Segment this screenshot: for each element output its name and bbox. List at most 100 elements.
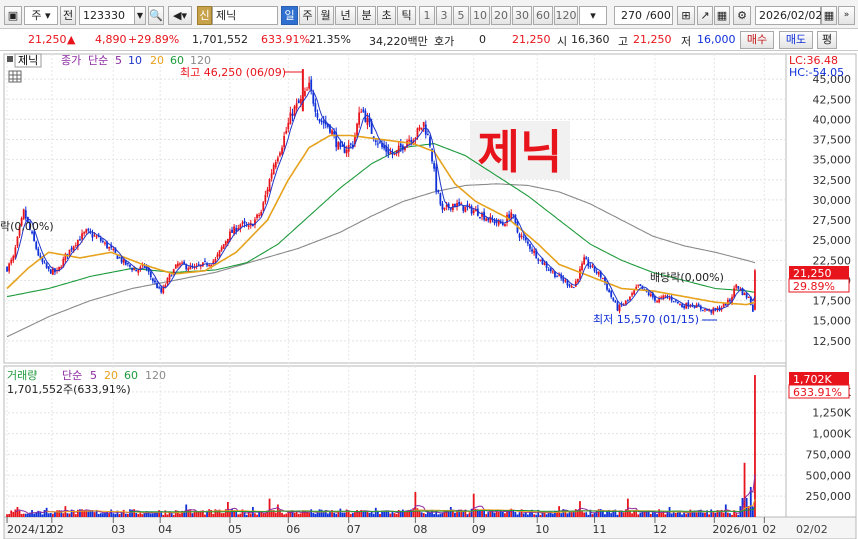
- candle-body: [170, 275, 173, 277]
- volume-bar: [108, 513, 111, 517]
- candle-body: [487, 217, 490, 221]
- period-day-button[interactable]: 일: [281, 6, 298, 25]
- code-dropdown-icon[interactable]: ▼: [134, 6, 146, 25]
- volume-bar: [537, 509, 540, 517]
- candle-body: [68, 249, 71, 255]
- legend-ma10: 10: [128, 54, 142, 67]
- volume-bar: [304, 511, 306, 517]
- toolbar: ▣ 주 ▾ 전 123330 ▼ 🔍 ◀▾ 신 제닉 일 주 월 년 분 초 틱…: [0, 0, 858, 29]
- candle-body: [406, 140, 408, 148]
- volume-bar: [20, 513, 23, 517]
- period-tick-button[interactable]: 틱: [397, 6, 416, 25]
- interval-30-button[interactable]: 30: [512, 6, 532, 25]
- candle-body: [114, 247, 117, 253]
- interval-60-button[interactable]: 60: [533, 6, 553, 25]
- candle-body: [431, 148, 433, 162]
- volume-bar: [454, 512, 456, 517]
- buy-button[interactable]: 매수: [740, 31, 774, 49]
- search-icon[interactable]: 🔍: [148, 6, 164, 25]
- settings-gear-icon[interactable]: ⚙: [733, 6, 751, 25]
- candle-body: [716, 307, 719, 310]
- volume-bar: [245, 514, 248, 517]
- interval-1-button[interactable]: 1: [419, 6, 435, 25]
- volume-bar: [41, 514, 44, 517]
- period-minute-button[interactable]: 분: [357, 6, 376, 25]
- period-second-button[interactable]: 초: [377, 6, 396, 25]
- candle-body: [235, 227, 238, 232]
- table-icon[interactable]: [8, 70, 22, 83]
- price-y-tick-label: 25,000: [813, 234, 852, 247]
- candle-body: [441, 203, 444, 210]
- date-input[interactable]: 2026/02/02: [755, 6, 822, 25]
- prefix-button[interactable]: 전: [60, 6, 76, 25]
- candle-body: [681, 304, 683, 308]
- candle-body: [449, 207, 452, 210]
- candle-body: [370, 121, 373, 134]
- volume-bar: [270, 510, 273, 517]
- volume-bar: [272, 510, 275, 517]
- legend-name-box[interactable]: [14, 53, 42, 68]
- market-type-select[interactable]: 주 ▾: [24, 6, 58, 25]
- speaker-icon[interactable]: ◀▾: [168, 6, 192, 25]
- candle-body: [104, 242, 106, 244]
- candle-body: [174, 264, 177, 269]
- candle-body: [356, 123, 358, 138]
- volume-bar: [216, 510, 219, 517]
- grid-icon[interactable]: ▦: [714, 6, 730, 25]
- candle-body: [220, 247, 223, 251]
- candle-body: [62, 258, 65, 268]
- candle-body: [181, 262, 183, 264]
- interval-5-button[interactable]: 5: [453, 6, 469, 25]
- x-tick-label: 2024/12: [7, 523, 53, 536]
- interval-custom-input[interactable]: ▾: [579, 6, 607, 25]
- sell-button[interactable]: 매도: [779, 31, 813, 49]
- period-month-button[interactable]: 월: [317, 6, 334, 25]
- candle-body: [729, 299, 731, 302]
- calendar-icon[interactable]: ▦: [821, 6, 837, 25]
- interval-120-button[interactable]: 120: [554, 6, 578, 25]
- volume-bar: [381, 510, 383, 517]
- chart-menu-icon[interactable]: ▣: [4, 6, 22, 25]
- volume-bar: [743, 462, 746, 517]
- candle-body: [287, 122, 290, 130]
- candle-body: [283, 135, 286, 148]
- candle-body: [212, 261, 215, 264]
- candle-body: [426, 134, 429, 136]
- candle-body: [81, 233, 83, 240]
- period-year-button[interactable]: 년: [335, 6, 356, 25]
- volume-bar: [229, 511, 231, 517]
- volume-y-tick-label: 1,250K: [812, 407, 851, 420]
- interval-10-button[interactable]: 10: [470, 6, 490, 25]
- volume-bar: [747, 506, 750, 517]
- count-input[interactable]: 270: [614, 6, 646, 25]
- volume-bar: [339, 508, 342, 517]
- volume-bar: [570, 510, 573, 517]
- binoculars-icon[interactable]: ⊞: [677, 6, 695, 25]
- interval-3-button[interactable]: 3: [436, 6, 452, 25]
- volume-bar: [654, 512, 656, 517]
- candle-body: [83, 232, 86, 234]
- candle-body: [683, 305, 686, 308]
- candle-body: [33, 231, 36, 242]
- period-week-button[interactable]: 주: [299, 6, 316, 25]
- interval-20-button[interactable]: 20: [491, 6, 511, 25]
- code-input[interactable]: 123330: [79, 6, 145, 25]
- candle-body: [424, 124, 427, 135]
- candle-body: [749, 296, 752, 306]
- candle-body: [564, 280, 567, 282]
- legend-close: 종가: [61, 54, 81, 67]
- candle-body: [31, 231, 33, 234]
- volume-bar: [633, 509, 636, 517]
- candle-body: [485, 218, 488, 222]
- volume-bar: [604, 514, 606, 517]
- price-y-tick-label: 30,000: [813, 194, 852, 207]
- candle-body: [324, 121, 327, 125]
- volume-legend-ma20: 20: [104, 369, 118, 382]
- volume-bar: [510, 508, 513, 517]
- line-tool-icon[interactable]: ↗: [697, 6, 713, 25]
- volume-bar: [389, 513, 392, 517]
- candle-body: [43, 262, 46, 264]
- price-y-tick-label: 35,000: [813, 154, 852, 167]
- eval-button[interactable]: 평: [817, 31, 837, 49]
- more-icon[interactable]: »: [838, 6, 855, 25]
